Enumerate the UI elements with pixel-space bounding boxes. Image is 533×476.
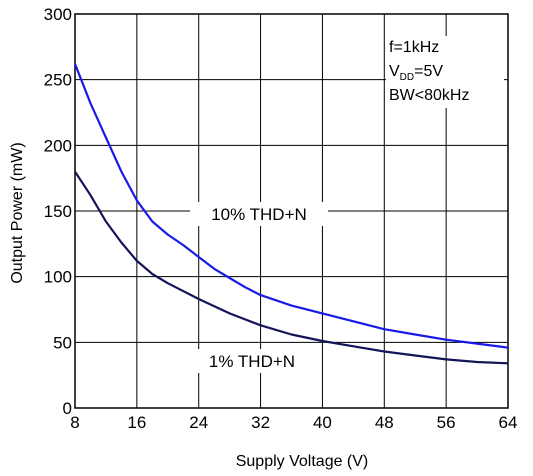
plot-frame: [74, 13, 509, 409]
x-tick-label: 64: [499, 413, 518, 432]
x-tick-label: 48: [375, 413, 394, 432]
series-line-1: [74, 170, 509, 365]
x-tick-label: 32: [251, 413, 270, 432]
series-line-0: [73, 63, 509, 349]
series-label-1pct-text: 1% THD+N: [209, 352, 295, 371]
y-tick-label: 50: [53, 333, 72, 352]
y-tick-label: 100: [44, 268, 72, 287]
annotation-bandwidth: BW<80kHz: [389, 87, 469, 104]
series-label-1pct-background: [192, 349, 312, 373]
y-tick-label: 150: [44, 202, 72, 221]
x-axis-ticks: 8 16 24 32 40 48 56 64: [70, 413, 517, 432]
y-tick-label: 250: [44, 71, 72, 90]
annotation-background: [386, 36, 504, 108]
annotation-frequency: f=1kHz: [389, 39, 439, 56]
series-lines: [73, 63, 509, 365]
annotation-supply: VDD=5V: [389, 63, 443, 83]
series-label-10pct-text: 10% THD+N: [211, 205, 307, 224]
y-axis-ticks: 0 50 100 150 200 250 300: [44, 5, 72, 418]
x-tick-label: 40: [313, 413, 332, 432]
x-axis-title: Supply Voltage (V): [236, 453, 369, 470]
series-label-1pct: 1% THD+N: [192, 349, 312, 373]
x-tick-label: 24: [189, 413, 208, 432]
y-tick-label: 200: [44, 136, 72, 155]
y-tick-label: 0: [63, 399, 72, 418]
x-tick-label: 16: [127, 413, 146, 432]
conditions-annotation: f=1kHz VDD=5V BW<80kHz: [386, 36, 504, 108]
series-label-10pct: 10% THD+N: [190, 202, 328, 226]
series-label-10pct-background: [190, 202, 328, 226]
y-tick-label: 300: [44, 5, 72, 24]
x-tick-label: 56: [437, 413, 456, 432]
x-tick-label: 8: [70, 413, 79, 432]
y-axis-title: Output Power (mW): [9, 142, 26, 283]
